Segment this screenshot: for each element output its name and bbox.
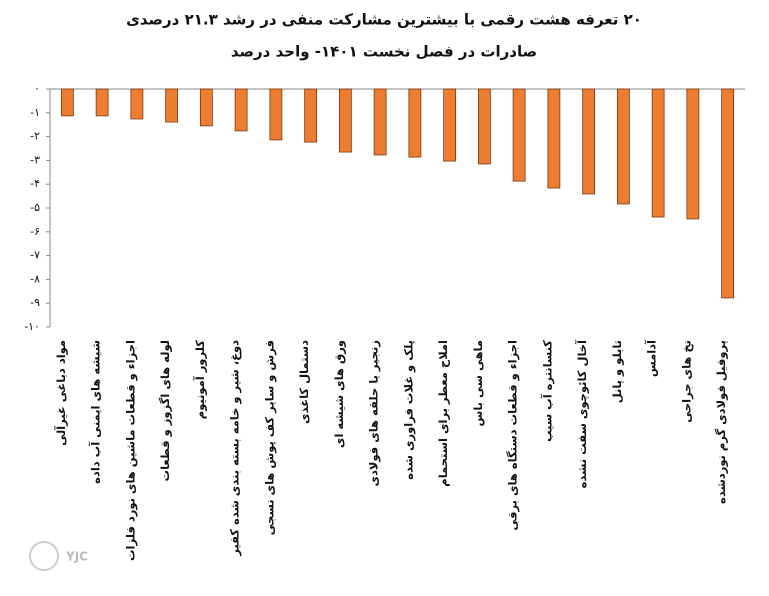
bar [408,88,422,158]
x-tick-label: لوله های اگزوز و قطعات [158,340,173,481]
chart-title: ۲۰ تعرفه هشت رقمی با بیشترین مشارکت منفی… [126,11,642,29]
y-tick-label: -۳ [30,153,40,166]
y-tick-label: -۸ [30,272,40,285]
x-tick-label: پروفیل فولادی گرم نوردشده [714,340,729,504]
chart-subtitle: صادرات در فصل نخست ۱۴۰۱- واحد درصد [231,43,537,61]
x-tick-label: ورق های شیشه ای [332,340,347,448]
bar [165,88,179,123]
bar [477,88,491,165]
x-tick-label: مواد دباغی غیرآلی [54,340,69,446]
x-tick-label: زنجیر یا حلقه های فولادی [367,340,382,487]
y-tick-label: -۴ [30,177,40,190]
bar [95,88,109,117]
bar [512,88,526,182]
x-tick-label: نخ های جراحی [679,340,693,423]
x-tick-label: دوغ، شیر و خامه بسته بندی شده کفیر [228,340,243,557]
bar [721,88,735,299]
y-tick-label: -۹ [30,296,40,309]
bar [304,88,318,143]
bar [651,88,665,218]
y-tick-label: -۵ [30,201,40,214]
bar [338,88,352,153]
y-tick-label: -۶ [30,225,40,238]
bar [443,88,457,162]
x-tick-label: آخال کائوچوی سفت نشده [575,339,590,488]
x-tick-label: اجزاء و قطعات ماشین های نورد فلزات [123,340,138,561]
y-tick-label: -۲ [30,130,40,143]
bar [373,88,387,156]
x-tick-label: شیشه های ایمنی آب داده [89,340,103,484]
x-tick-label: آدامس [645,339,659,377]
x-tick-label: کنسانتره آب سیب [540,340,554,442]
bar [616,88,630,205]
x-tick-label: فرش و سایر کف پوش های نسجی [262,340,277,535]
bar [130,88,144,120]
x-tick-label: اجزاء و قطعات دستگاه های برقی [506,340,521,531]
y-tick-label: ۰ [34,82,40,95]
x-tick-label: دستمال کاغذی [297,340,311,424]
bar [199,88,213,127]
x-tick-label: تابلو و پانل [610,340,625,403]
bar [686,88,700,220]
y-tick-label: -۷ [30,249,40,262]
bar [60,88,74,117]
y-tick-label: -۱۰ [24,320,40,333]
x-tick-label: املاح معطر برای استحمام [436,340,450,487]
watermark: YJC [65,550,88,564]
bar [269,88,283,141]
bar [547,88,561,189]
watermark-icon [29,541,59,571]
x-tick-label: پلک و غلات فراوری شده [401,340,416,480]
y-tick-label: -۱ [30,106,40,119]
bar [234,88,248,132]
bar [582,88,596,195]
x-tick-label: کلرور آمونیوم [193,340,208,420]
x-tick-label: ماهی سی باس [471,340,485,427]
